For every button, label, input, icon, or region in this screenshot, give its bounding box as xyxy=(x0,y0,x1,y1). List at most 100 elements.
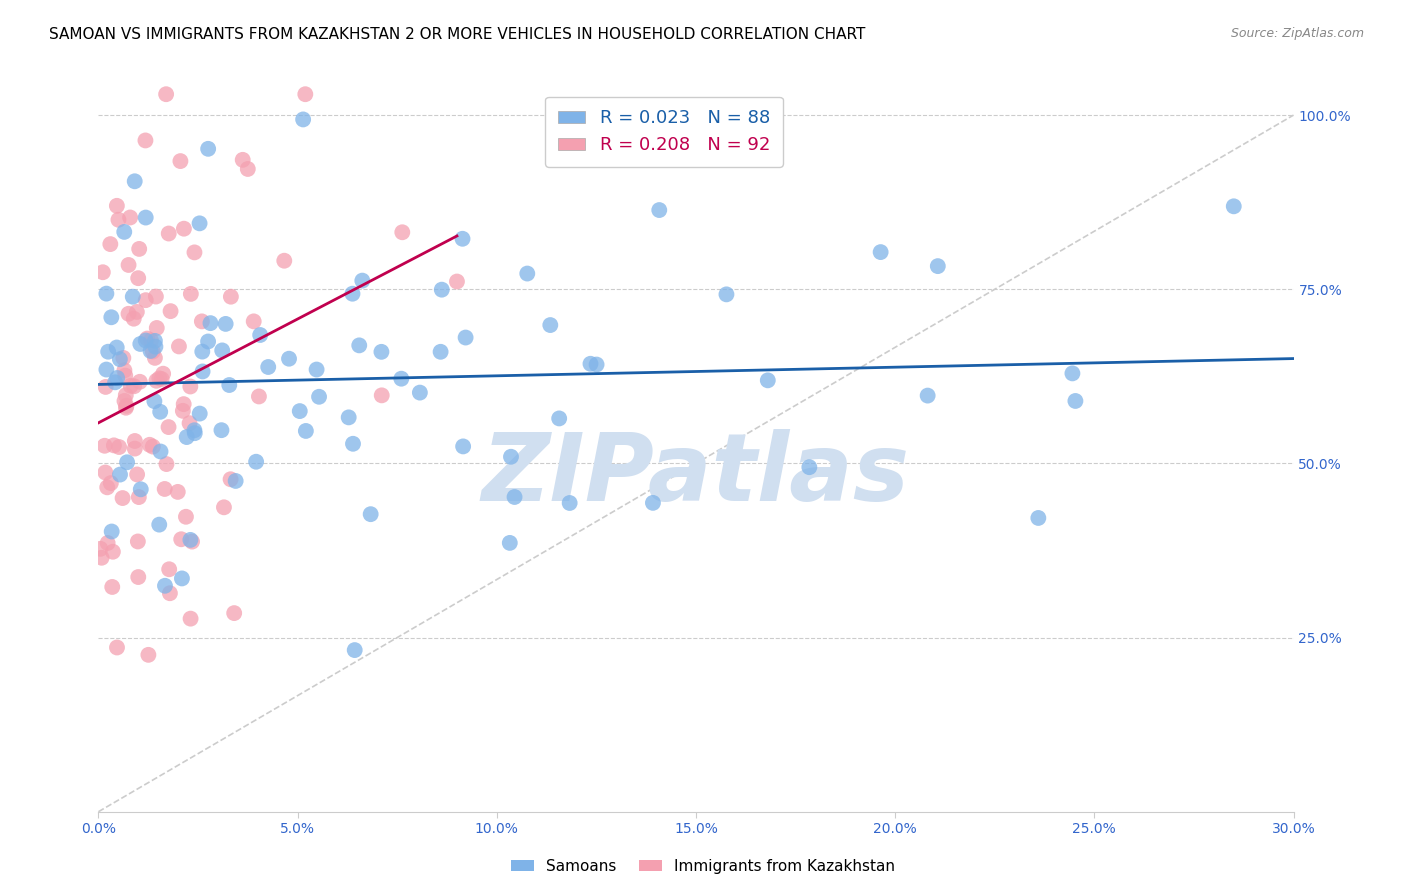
Point xyxy=(128,490,150,504)
Point xyxy=(173,221,195,235)
Point xyxy=(159,304,181,318)
Point xyxy=(446,275,468,289)
Text: SAMOAN VS IMMIGRANTS FROM KAZAKHSTAN 2 OR MORE VEHICLES IN HOUSEHOLD CORRELATION: SAMOAN VS IMMIGRANTS FROM KAZAKHSTAN 2 O… xyxy=(49,27,866,42)
Point xyxy=(115,455,138,469)
Point xyxy=(139,343,162,358)
Point xyxy=(145,374,167,388)
Point xyxy=(145,289,167,303)
Point xyxy=(225,474,247,488)
Point xyxy=(454,330,477,344)
Point xyxy=(105,341,128,355)
Point xyxy=(96,362,118,376)
Point xyxy=(200,316,222,330)
Point xyxy=(429,344,451,359)
Point xyxy=(245,455,267,469)
Point xyxy=(249,328,271,343)
Point xyxy=(155,457,177,471)
Point xyxy=(145,340,167,354)
Point xyxy=(499,450,522,464)
Point xyxy=(93,439,115,453)
Point xyxy=(197,334,219,349)
Point xyxy=(224,606,246,620)
Point xyxy=(1062,367,1084,381)
Point xyxy=(558,496,581,510)
Point xyxy=(430,283,453,297)
Point xyxy=(451,439,474,453)
Point xyxy=(90,550,112,565)
Point xyxy=(799,460,821,475)
Point xyxy=(143,394,166,409)
Point xyxy=(115,401,138,415)
Point xyxy=(927,259,949,273)
Point xyxy=(371,388,394,402)
Point xyxy=(120,379,142,393)
Point xyxy=(142,344,165,359)
Point xyxy=(169,154,191,169)
Point xyxy=(97,344,120,359)
Point xyxy=(503,490,526,504)
Point xyxy=(716,287,738,301)
Point xyxy=(89,541,111,556)
Point xyxy=(174,509,197,524)
Legend: R = 0.023   N = 88, R = 0.208   N = 92: R = 0.023 N = 88, R = 0.208 N = 92 xyxy=(546,96,783,167)
Point xyxy=(122,311,145,326)
Point xyxy=(143,334,166,348)
Point xyxy=(149,444,172,458)
Point xyxy=(148,517,170,532)
Point xyxy=(191,344,214,359)
Point xyxy=(157,420,180,434)
Point xyxy=(1223,199,1246,213)
Point xyxy=(179,533,201,547)
Point xyxy=(128,242,150,256)
Point xyxy=(179,379,201,393)
Point xyxy=(236,161,259,176)
Point xyxy=(100,310,122,325)
Point xyxy=(1028,511,1050,525)
Point xyxy=(127,467,149,482)
Point xyxy=(247,389,270,403)
Point xyxy=(211,343,233,358)
Point xyxy=(214,317,236,331)
Point xyxy=(91,265,114,279)
Point xyxy=(183,245,205,260)
Point xyxy=(115,399,138,413)
Point xyxy=(166,484,188,499)
Point xyxy=(142,440,165,454)
Point xyxy=(124,442,146,456)
Point xyxy=(114,388,136,402)
Point xyxy=(278,351,301,366)
Point xyxy=(232,153,254,167)
Point xyxy=(129,483,152,497)
Point xyxy=(105,640,128,655)
Point xyxy=(155,87,177,102)
Point xyxy=(124,174,146,188)
Point xyxy=(579,357,602,371)
Point xyxy=(97,536,120,550)
Point xyxy=(117,258,139,272)
Point xyxy=(451,232,474,246)
Point xyxy=(176,430,198,444)
Point xyxy=(117,307,139,321)
Point xyxy=(98,237,121,252)
Point xyxy=(172,404,194,418)
Point xyxy=(100,476,122,491)
Point xyxy=(170,571,193,585)
Point xyxy=(342,437,364,451)
Point xyxy=(101,545,124,559)
Point xyxy=(134,133,156,147)
Point xyxy=(159,586,181,600)
Point xyxy=(136,332,159,346)
Point xyxy=(641,496,664,510)
Point xyxy=(135,293,157,308)
Point xyxy=(292,112,315,127)
Point xyxy=(756,373,779,387)
Point xyxy=(180,286,202,301)
Point xyxy=(917,388,939,402)
Point xyxy=(349,338,371,352)
Point xyxy=(188,216,211,230)
Point xyxy=(125,305,148,319)
Point xyxy=(218,378,240,392)
Point xyxy=(127,271,149,285)
Point xyxy=(138,648,160,662)
Point xyxy=(181,534,204,549)
